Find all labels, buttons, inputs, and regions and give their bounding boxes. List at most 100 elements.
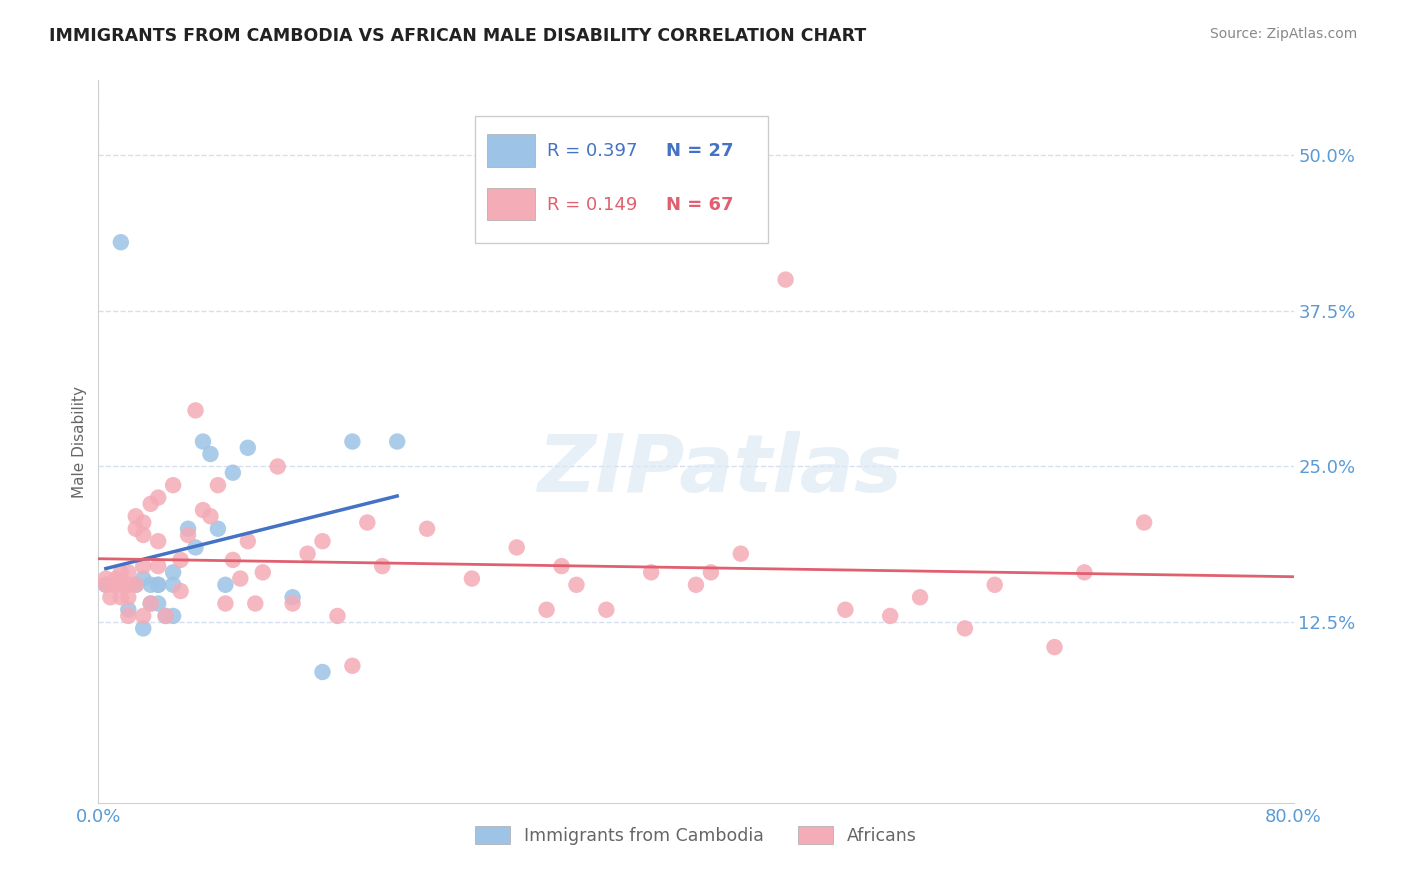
Point (1043, 640, 1066, 654)
FancyBboxPatch shape (475, 117, 768, 243)
Point (297, 547, 319, 561)
Point (169, 553, 191, 567)
Point (222, 466, 245, 480)
Point (834, 603, 856, 617)
Point (730, 547, 752, 561)
Point (229, 572, 252, 586)
Point (184, 541, 207, 555)
Text: R = 0.149: R = 0.149 (547, 195, 637, 213)
Point (879, 609, 901, 624)
Point (200, 447, 222, 461)
Point (506, 541, 529, 555)
Point (595, 603, 617, 617)
Point (98, 591, 122, 605)
Point (191, 503, 214, 517)
Point (416, 522, 439, 536)
Point (565, 578, 588, 592)
Text: N = 27: N = 27 (666, 142, 734, 160)
Point (132, 528, 155, 542)
Point (1133, 516, 1156, 530)
Point (200, 509, 222, 524)
Text: N = 67: N = 67 (666, 195, 734, 213)
Point (148, 491, 170, 505)
Legend: Immigrants from Cambodia, Africans: Immigrants from Cambodia, Africans (468, 819, 924, 852)
Point (640, 566, 662, 580)
Point (94, 578, 117, 592)
Point (162, 578, 184, 592)
Point (155, 609, 177, 624)
Point (222, 553, 245, 567)
Point (281, 597, 304, 611)
Text: ZIPatlas: ZIPatlas (537, 432, 903, 509)
Point (148, 578, 170, 592)
Point (236, 441, 259, 455)
Point (132, 609, 155, 624)
Point (110, 591, 132, 605)
Point (214, 597, 236, 611)
Point (775, 272, 797, 286)
Point (125, 522, 148, 536)
Point (685, 578, 707, 592)
Point (326, 609, 349, 624)
Point (117, 566, 139, 580)
Point (342, 434, 364, 449)
Point (461, 572, 484, 586)
Point (536, 603, 558, 617)
Point (117, 603, 139, 617)
Point (117, 591, 139, 605)
Point (103, 578, 125, 592)
Point (214, 578, 236, 592)
FancyBboxPatch shape (486, 188, 534, 220)
Point (169, 584, 191, 599)
Point (148, 559, 170, 574)
Point (94, 578, 117, 592)
Point (132, 572, 155, 586)
Point (94, 572, 117, 586)
Text: R = 0.397: R = 0.397 (547, 142, 637, 160)
Point (550, 559, 572, 574)
Point (252, 566, 274, 580)
Point (139, 578, 162, 592)
Point (245, 597, 267, 611)
Point (908, 591, 931, 605)
Point (162, 478, 184, 492)
Point (984, 578, 1007, 592)
Text: Source: ZipAtlas.com: Source: ZipAtlas.com (1209, 27, 1357, 41)
Point (117, 609, 139, 624)
Point (110, 578, 132, 592)
Point (177, 528, 200, 542)
Point (191, 434, 214, 449)
Point (311, 534, 333, 549)
Point (148, 534, 170, 549)
Point (105, 572, 128, 586)
Point (385, 434, 409, 449)
Y-axis label: Male Disability: Male Disability (72, 385, 87, 498)
Point (162, 609, 184, 624)
Point (207, 522, 229, 536)
Point (132, 559, 155, 574)
Point (139, 597, 162, 611)
Point (184, 403, 207, 417)
Point (125, 578, 148, 592)
Point (132, 621, 155, 635)
Point (267, 459, 290, 474)
Point (311, 665, 333, 679)
Point (155, 609, 177, 624)
Point (356, 516, 378, 530)
Point (139, 597, 162, 611)
Point (953, 621, 976, 635)
Point (1073, 566, 1095, 580)
Point (177, 522, 200, 536)
Point (700, 566, 723, 580)
Point (125, 509, 148, 524)
Point (110, 566, 132, 580)
FancyBboxPatch shape (486, 135, 534, 167)
Point (207, 478, 229, 492)
Text: IMMIGRANTS FROM CAMBODIA VS AFRICAN MALE DISABILITY CORRELATION CHART: IMMIGRANTS FROM CAMBODIA VS AFRICAN MALE… (49, 27, 866, 45)
Point (148, 597, 170, 611)
Point (110, 235, 132, 250)
Point (132, 516, 155, 530)
Point (236, 534, 259, 549)
Point (125, 578, 148, 592)
Point (162, 566, 184, 580)
